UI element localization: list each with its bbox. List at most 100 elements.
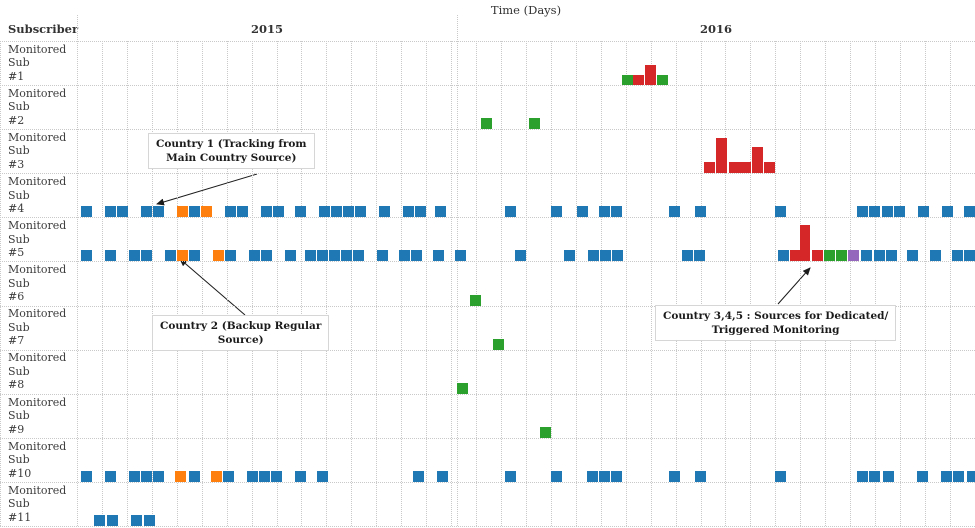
event-mark[interactable]: [964, 250, 975, 262]
event-mark[interactable]: [505, 470, 516, 482]
event-mark[interactable]: [869, 470, 880, 482]
event-mark[interactable]: [273, 206, 284, 218]
event-mark[interactable]: [81, 250, 92, 262]
event-mark[interactable]: [942, 206, 953, 218]
event-mark[interactable]: [105, 470, 116, 482]
event-mark[interactable]: [883, 470, 894, 482]
event-mark[interactable]: [600, 250, 611, 262]
event-mark[interactable]: [177, 250, 188, 262]
event-mark[interactable]: [695, 206, 706, 218]
event-mark[interactable]: [295, 206, 306, 218]
event-mark[interactable]: [682, 250, 693, 262]
event-mark[interactable]: [81, 206, 92, 218]
event-mark[interactable]: [622, 75, 633, 86]
event-mark[interactable]: [305, 250, 316, 262]
event-mark[interactable]: [941, 470, 952, 482]
event-mark[interactable]: [153, 206, 164, 218]
event-mark[interactable]: [800, 225, 810, 262]
event-mark[interactable]: [457, 382, 468, 394]
event-mark[interactable]: [669, 206, 680, 218]
event-mark[interactable]: [882, 206, 893, 218]
event-mark[interactable]: [237, 206, 248, 218]
event-mark[interactable]: [399, 250, 410, 262]
event-mark[interactable]: [599, 470, 610, 482]
event-mark[interactable]: [907, 250, 918, 262]
event-mark[interactable]: [129, 470, 140, 482]
event-mark[interactable]: [435, 206, 446, 218]
event-mark[interactable]: [764, 162, 775, 174]
event-mark[interactable]: [144, 515, 155, 526]
event-mark[interactable]: [189, 470, 200, 482]
event-mark[interactable]: [848, 250, 859, 262]
event-mark[interactable]: [343, 206, 354, 218]
event-mark[interactable]: [930, 250, 941, 262]
event-mark[interactable]: [493, 338, 504, 350]
event-mark[interactable]: [141, 470, 152, 482]
event-mark[interactable]: [177, 206, 188, 218]
event-mark[interactable]: [317, 250, 328, 262]
event-mark[interactable]: [129, 250, 140, 262]
event-mark[interactable]: [225, 250, 236, 262]
event-mark[interactable]: [704, 162, 715, 174]
event-mark[interactable]: [894, 206, 905, 218]
event-mark[interactable]: [247, 470, 258, 482]
event-mark[interactable]: [437, 470, 448, 482]
event-mark[interactable]: [505, 206, 516, 218]
event-mark[interactable]: [645, 65, 656, 86]
event-mark[interactable]: [271, 470, 282, 482]
event-mark[interactable]: [153, 470, 164, 482]
event-mark[interactable]: [481, 118, 492, 130]
event-mark[interactable]: [953, 470, 964, 482]
event-mark[interactable]: [141, 250, 152, 262]
event-mark[interactable]: [790, 250, 801, 262]
event-mark[interactable]: [211, 470, 222, 482]
event-mark[interactable]: [105, 206, 116, 218]
event-mark[interactable]: [918, 206, 929, 218]
event-mark[interactable]: [94, 515, 105, 526]
event-mark[interactable]: [295, 470, 306, 482]
event-mark[interactable]: [836, 250, 847, 262]
event-mark[interactable]: [259, 470, 270, 482]
event-mark[interactable]: [752, 147, 763, 174]
event-mark[interactable]: [775, 206, 786, 218]
event-mark[interactable]: [886, 250, 897, 262]
event-mark[interactable]: [470, 294, 481, 306]
event-mark[interactable]: [415, 206, 426, 218]
event-mark[interactable]: [857, 206, 868, 218]
event-mark[interactable]: [540, 426, 551, 438]
event-mark[interactable]: [319, 206, 330, 218]
event-mark[interactable]: [261, 250, 272, 262]
event-mark[interactable]: [225, 206, 236, 218]
event-mark[interactable]: [775, 470, 786, 482]
event-mark[interactable]: [588, 250, 599, 262]
event-mark[interactable]: [355, 206, 366, 218]
event-mark[interactable]: [694, 250, 705, 262]
event-mark[interactable]: [869, 206, 880, 218]
event-mark[interactable]: [413, 470, 424, 482]
event-mark[interactable]: [917, 470, 928, 482]
event-mark[interactable]: [967, 470, 975, 482]
event-mark[interactable]: [611, 470, 622, 482]
event-mark[interactable]: [669, 470, 680, 482]
event-mark[interactable]: [551, 470, 562, 482]
event-mark[interactable]: [141, 206, 152, 218]
event-mark[interactable]: [353, 250, 364, 262]
event-mark[interactable]: [716, 138, 727, 174]
event-mark[interactable]: [611, 206, 622, 218]
event-mark[interactable]: [657, 75, 668, 86]
event-mark[interactable]: [131, 515, 142, 526]
event-mark[interactable]: [812, 250, 823, 262]
event-mark[interactable]: [331, 206, 342, 218]
event-mark[interactable]: [317, 470, 328, 482]
event-mark[interactable]: [824, 250, 835, 262]
event-mark[interactable]: [861, 250, 872, 262]
event-mark[interactable]: [117, 206, 128, 218]
event-mark[interactable]: [695, 470, 706, 482]
event-mark[interactable]: [740, 162, 751, 174]
event-mark[interactable]: [529, 118, 540, 130]
event-mark[interactable]: [433, 250, 444, 262]
event-mark[interactable]: [329, 250, 340, 262]
event-mark[interactable]: [874, 250, 885, 262]
event-mark[interactable]: [377, 250, 388, 262]
event-mark[interactable]: [729, 162, 740, 174]
